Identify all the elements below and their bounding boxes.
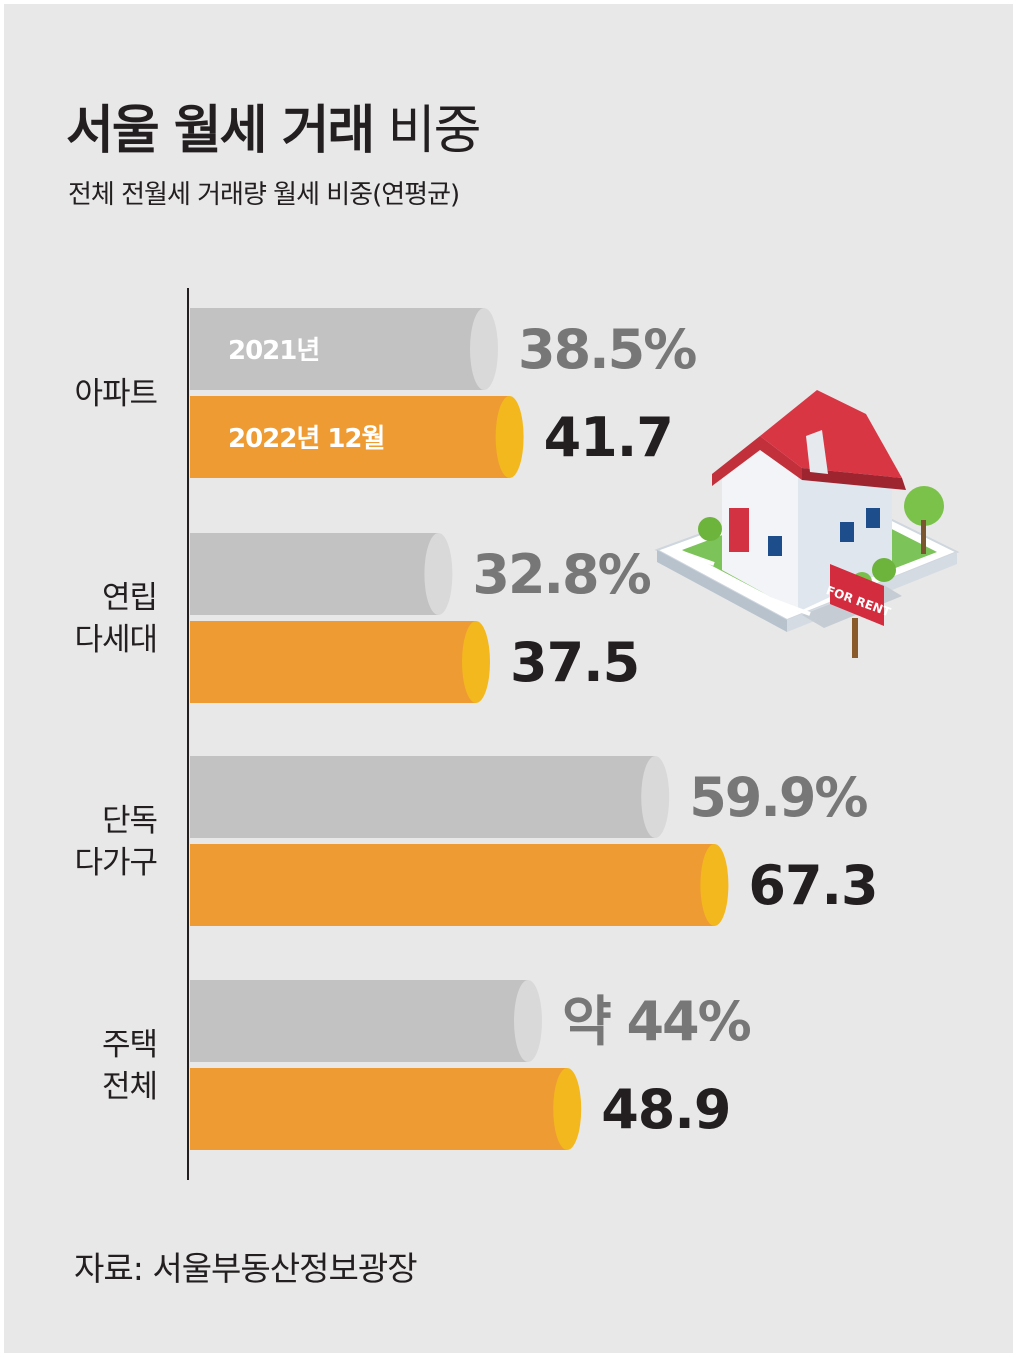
value-label-cur-1: 37.5 — [510, 631, 639, 694]
legend-label-1: 2022년 12월 — [228, 424, 384, 454]
value-label-prev-3: 약 44% — [562, 990, 751, 1053]
value-label-cur-0: 41.7 — [544, 406, 673, 469]
bar-cap-prev-0 — [470, 308, 498, 390]
chart-subtitle: 전체 전월세 거래량 월세 비중(연평균) — [68, 180, 460, 210]
category-label-3-0: 주택 — [102, 1027, 157, 1063]
value-label-prev-2: 59.9% — [689, 766, 867, 829]
bar-cap-prev-3 — [514, 980, 542, 1062]
bar-cur-2 — [190, 844, 715, 926]
category-label-3-1: 전체 — [102, 1069, 157, 1105]
bar-cur-0 — [190, 396, 510, 478]
bar-cap-cur-2 — [700, 844, 729, 926]
bar-prev-3 — [190, 980, 528, 1062]
bar-cap-cur-1 — [462, 621, 490, 703]
value-label-cur-3: 48.9 — [601, 1078, 730, 1141]
chart-title: 서울 월세 거래 비중 — [66, 88, 482, 163]
bar-cap-cur-3 — [553, 1068, 582, 1150]
category-label-0-0: 아파트 — [74, 376, 157, 412]
category-label-2-0: 단독 — [102, 803, 157, 839]
category-label-1-1: 다세대 — [74, 622, 157, 658]
legend-label-0: 2021년 — [228, 336, 319, 366]
bar-cap-prev-1 — [424, 533, 453, 615]
value-label-cur-2: 67.3 — [748, 854, 877, 917]
bar-cur-1 — [190, 621, 476, 703]
category-label-1-0: 연립 — [102, 580, 157, 616]
category-label-2-1: 다가구 — [74, 845, 157, 881]
value-label-prev-1: 32.8% — [472, 543, 650, 606]
value-label-prev-0: 38.5% — [518, 318, 696, 381]
bar-cap-cur-0 — [495, 396, 524, 478]
house-for-rent-icon: FOR RENT — [654, 390, 960, 658]
bar-cur-3 — [190, 1068, 568, 1150]
title-light: 비중 — [387, 101, 482, 161]
source-note: 자료: 서울부동산정보광장 — [74, 1249, 418, 1288]
bar-prev-1 — [190, 533, 439, 615]
bar-prev-0 — [190, 308, 484, 390]
bar-cap-prev-2 — [641, 756, 670, 838]
title-bold: 서울 월세 거래 — [66, 101, 375, 161]
bar-prev-2 — [190, 756, 656, 838]
